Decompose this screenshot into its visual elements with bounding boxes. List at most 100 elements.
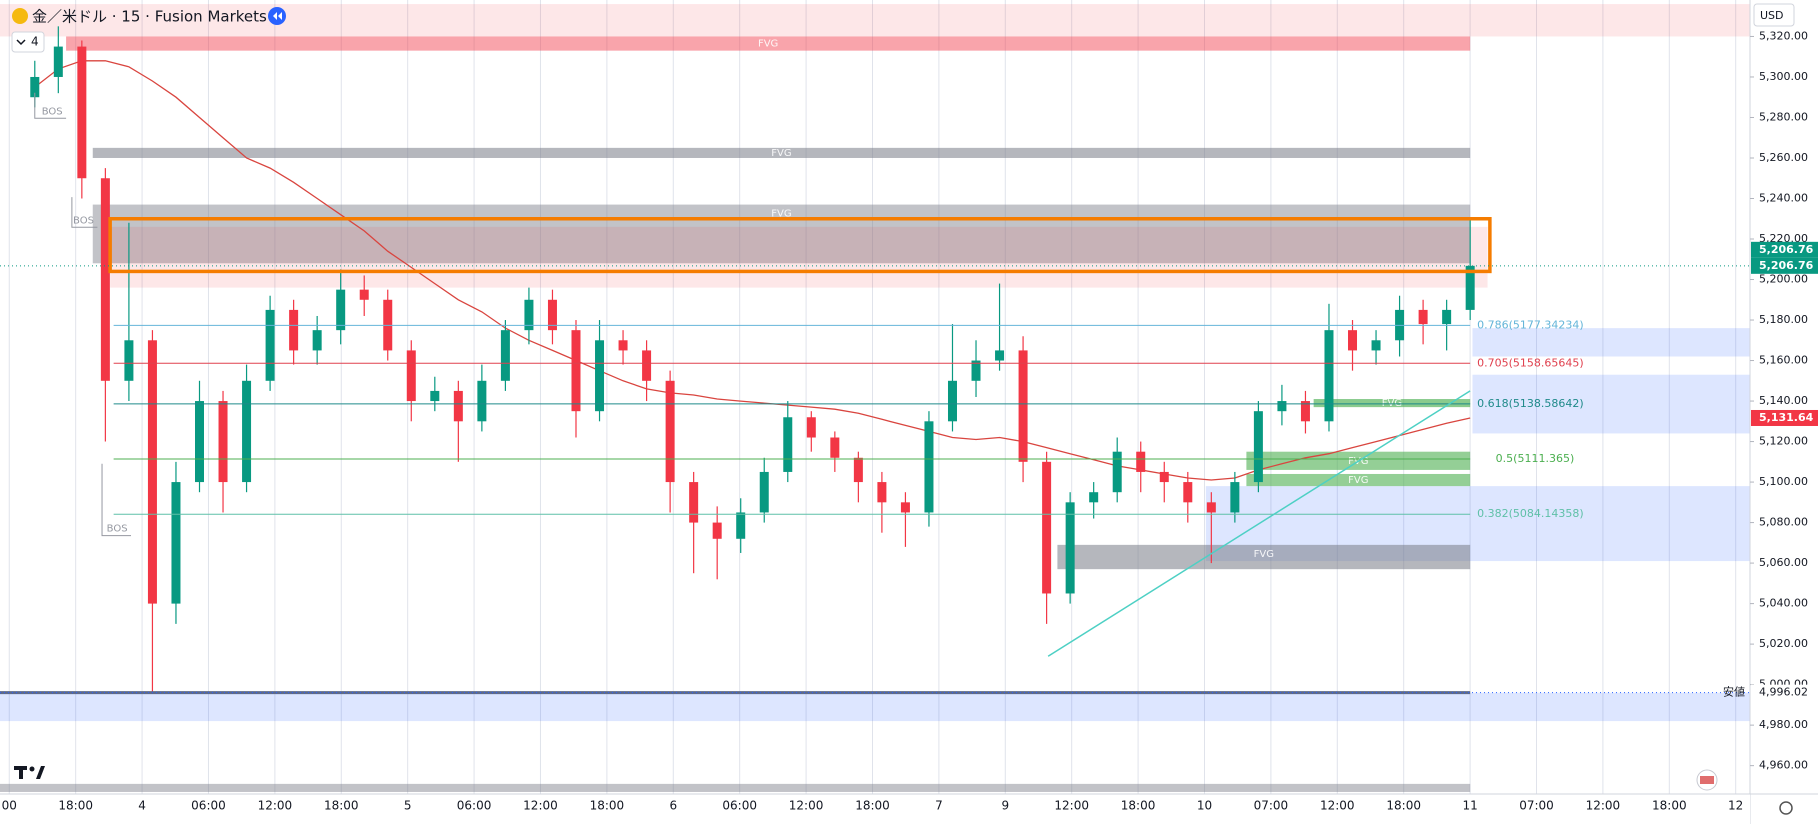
candle-body <box>1136 451 1146 472</box>
x-tick-label: 07:00 <box>1254 799 1289 813</box>
price-badge-label: 5,131.64 <box>1759 411 1814 424</box>
candle-body <box>1324 330 1334 422</box>
candle-body <box>712 522 722 539</box>
candle-body <box>1183 482 1193 503</box>
x-tick-label: 4 <box>138 799 146 813</box>
candle-body <box>30 76 40 98</box>
bos-line <box>34 92 67 119</box>
candle-body <box>430 390 440 402</box>
zone <box>1472 328 1750 357</box>
candle-body <box>595 340 605 412</box>
low-tag: 安値 <box>1723 686 1745 699</box>
candle-body <box>1348 330 1358 351</box>
x-tick-label: 12:00 <box>1586 799 1621 813</box>
settings-icon[interactable] <box>1779 801 1793 815</box>
candle-body <box>1159 471 1169 483</box>
x-tick-label: 12:00 <box>789 799 824 813</box>
price-badge-label: 5,206.76 <box>1759 259 1814 272</box>
candle-body <box>618 340 628 351</box>
candle-body <box>1206 502 1216 513</box>
candle-body <box>995 350 1005 361</box>
x-tick-label: 12:00 <box>1320 799 1355 813</box>
candle-body <box>1418 309 1428 325</box>
y-tick-label: 5,300.00 <box>1759 70 1808 83</box>
currency-button[interactable] <box>1753 3 1795 27</box>
candle-body <box>783 417 793 472</box>
candle-body <box>1442 309 1452 325</box>
candle-body <box>147 340 157 604</box>
symbol-icon <box>12 8 28 24</box>
zone <box>92 204 1471 264</box>
bos-label: BOS <box>42 106 63 117</box>
zone <box>0 4 1750 37</box>
y-tick-label: 5,220.00 <box>1759 232 1808 245</box>
candle-body <box>736 512 746 539</box>
candle-body <box>453 390 463 422</box>
indicator-toggle[interactable] <box>11 31 45 53</box>
replay-arrow <box>278 12 282 20</box>
price-badge-label: 5,206.76 <box>1759 243 1814 256</box>
y-tick-label: 5,260.00 <box>1759 151 1808 164</box>
candle-body <box>242 380 252 483</box>
candle-body <box>759 471 769 513</box>
fib-label: 0.705(5158.65645) <box>1477 356 1584 369</box>
x-tick-label: 6 <box>669 799 677 813</box>
x-tick-label: 12:00 <box>523 799 558 813</box>
candle-body <box>336 289 346 331</box>
bos-label: BOS <box>107 524 128 535</box>
zone <box>66 36 1471 51</box>
replay-arrow <box>273 12 277 20</box>
zone <box>92 147 1471 158</box>
bos-label: BOS <box>73 215 94 226</box>
y-tick-label: 5,200.00 <box>1759 273 1808 286</box>
y-tick-label: 5,080.00 <box>1759 516 1808 529</box>
x-tick-label: 5 <box>404 799 412 813</box>
y-tick-label: 5,160.00 <box>1759 354 1808 367</box>
candle-body <box>171 482 181 604</box>
candle-body <box>100 178 110 381</box>
candle-body <box>1277 401 1287 412</box>
candle-body <box>1112 451 1122 493</box>
y-tick-label: 4,980.00 <box>1759 718 1808 731</box>
x-tick-label: 12:00 <box>1054 799 1089 813</box>
fib-label: 0.382(5084.14358) <box>1477 507 1584 520</box>
y-tick-label: 4,960.00 <box>1759 759 1808 772</box>
candle-body <box>642 350 652 381</box>
candle-body <box>289 309 299 351</box>
candle-body <box>924 421 934 513</box>
candle-body <box>571 330 581 412</box>
x-tick-label: 7 <box>935 799 943 813</box>
candle-body <box>853 457 863 483</box>
candle-body <box>830 437 840 458</box>
zone <box>110 226 1488 288</box>
candle-body <box>877 482 887 503</box>
x-tick-label: 00 <box>2 799 17 813</box>
candle-body <box>1300 401 1310 422</box>
candle-body <box>312 330 322 351</box>
zone <box>0 783 1471 792</box>
fib-label: 0.786(5177.34234) <box>1477 318 1584 331</box>
y-tick-label: 5,060.00 <box>1759 556 1808 569</box>
candle-body <box>900 502 910 513</box>
candle-body <box>524 299 534 331</box>
candle-body <box>477 380 487 422</box>
y-tick-label: 5,180.00 <box>1759 313 1808 326</box>
flag-stripe <box>1700 776 1714 784</box>
x-tick-label: 18:00 <box>1386 799 1421 813</box>
bos-line <box>101 463 132 537</box>
indicator-count: 4 <box>31 35 39 49</box>
x-tick-label: 18:00 <box>58 799 93 813</box>
logo-part <box>36 766 45 779</box>
y-tick-label: 5,100.00 <box>1759 475 1808 488</box>
candle-body <box>665 380 675 483</box>
fib-label: 0.618(5138.58642) <box>1477 397 1584 410</box>
overlay: 金／米ドル · 15 · Fusion Markets 4 <box>11 7 1718 791</box>
y-tick-label: 5,240.00 <box>1759 192 1808 205</box>
price-badge <box>1751 684 1818 701</box>
candle-body <box>1253 411 1263 483</box>
x-tick-label: 18:00 <box>855 799 890 813</box>
candle-body <box>1089 492 1099 503</box>
plot-area: FVGFVGFVGFVGFVGFVGFVG0.786(5177.34234)0.… <box>0 0 1750 794</box>
